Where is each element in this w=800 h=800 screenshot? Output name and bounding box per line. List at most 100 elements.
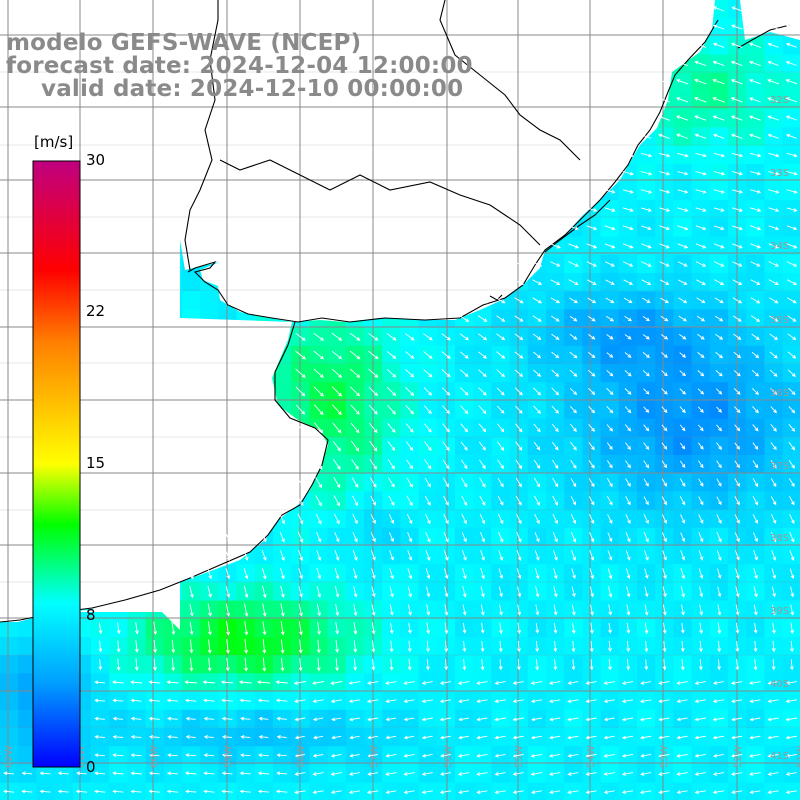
wind-arrow (694, 699, 706, 704)
wind-arrow (607, 586, 613, 598)
wind-arrow (353, 604, 358, 617)
wind-arrow (679, 460, 686, 469)
wind-arrow (586, 243, 598, 249)
wind-arrow (311, 681, 325, 685)
lat-label: 34S (770, 241, 789, 252)
wind-arrow (643, 514, 649, 524)
wind-arrow (570, 423, 577, 433)
wind-arrow (403, 790, 415, 795)
wind-arrow (462, 622, 467, 634)
wind-arrow (425, 550, 431, 561)
wind-arrow (586, 207, 598, 212)
wind-arrow (258, 734, 269, 739)
wind-arrow (790, 586, 795, 598)
wind-arrow (514, 315, 524, 322)
wind-arrow (677, 261, 688, 267)
wind-arrow (244, 639, 249, 654)
wind-arrow (789, 514, 795, 525)
wind-arrow (335, 604, 340, 617)
longitude-labels: 62W 61W 60W 59W 58W 57W 56W 55W 54W 53W 52W 51W (4, 745, 800, 768)
wind-arrow (313, 368, 324, 378)
wind-arrow (752, 495, 759, 506)
wind-arrow (680, 640, 685, 653)
wind-arrow (331, 386, 343, 397)
lat-label: 41S (770, 751, 789, 762)
colorbar-tick-15: 15 (86, 454, 106, 472)
wind-arrow (203, 734, 214, 739)
wind-arrow (385, 717, 397, 722)
wind-arrow (750, 279, 761, 285)
wind-arrow (771, 550, 777, 561)
wind-arrow (406, 495, 413, 507)
wind-arrow (677, 207, 689, 212)
wind-arrow (626, 640, 631, 653)
wind-arrow (421, 735, 433, 740)
wind-arrow (312, 790, 324, 795)
wind-arrow (661, 406, 668, 414)
wind-arrow (512, 717, 524, 722)
wind-arrow (459, 297, 470, 304)
wind-arrow (421, 753, 433, 758)
wind-arrow (94, 771, 106, 776)
wind-arrow (535, 622, 540, 634)
wind-arrow (730, 97, 743, 103)
wind-arrow (788, 478, 795, 488)
wind-arrow (153, 658, 157, 671)
wind-arrow (349, 368, 361, 378)
wind-arrow (404, 333, 415, 341)
wind-arrow (731, 735, 743, 740)
wind-arrow (659, 261, 670, 267)
wind-arrow (678, 297, 688, 304)
wind-arrow (462, 568, 467, 580)
wind-arrow (712, 115, 725, 121)
wind-arrow (441, 387, 451, 396)
wind-arrow (207, 639, 212, 654)
wind-arrow (335, 622, 340, 635)
wind-arrow (662, 640, 667, 653)
wind-arrow (512, 753, 524, 758)
wind-arrow (694, 753, 706, 758)
lat-label: 32S (770, 95, 789, 106)
wind-arrow (640, 133, 652, 139)
wind-arrow (623, 261, 634, 267)
wind-arrow (622, 225, 634, 231)
wind-arrow (371, 586, 376, 598)
wind-arrow (696, 297, 706, 304)
wind-arrow (294, 790, 306, 795)
wind-arrow (712, 699, 725, 704)
wind-arrow (749, 717, 761, 722)
wind-arrows (3, 6, 798, 795)
wind-arrow (585, 681, 597, 685)
wind-arrow (166, 771, 179, 776)
wind-arrow (352, 550, 358, 561)
wind-arrow (243, 567, 249, 580)
wind-arrow (333, 476, 341, 489)
wind-arrow (408, 604, 412, 616)
wind-arrow (112, 753, 124, 757)
wind-arrow (603, 735, 615, 740)
wind-arrow (767, 42, 779, 48)
wind-arrow (767, 115, 779, 121)
wind-arrow (552, 532, 558, 543)
wind-arrow (789, 496, 795, 506)
wind-arrow (460, 423, 468, 433)
wind-arrow (770, 478, 777, 488)
wind-arrow (770, 442, 777, 451)
wind-arrow (676, 681, 688, 685)
colorbar-unit: [m/s] (34, 133, 74, 151)
wind-arrow (203, 771, 215, 776)
wind-arrow (625, 532, 631, 543)
wind-arrow (568, 279, 579, 285)
wind-arrow (662, 586, 667, 598)
wind-arrow (749, 42, 761, 48)
wind-arrow (367, 735, 378, 740)
wind-arrow (280, 585, 285, 598)
wind-arrow (680, 622, 685, 634)
wind-arrow (423, 405, 432, 415)
wind-arrow (276, 753, 287, 758)
wind-arrow (407, 640, 412, 653)
wind-arrow (442, 423, 450, 433)
wind-arrow (243, 531, 249, 543)
wind-arrow (788, 424, 796, 432)
wind-arrow (497, 513, 504, 525)
